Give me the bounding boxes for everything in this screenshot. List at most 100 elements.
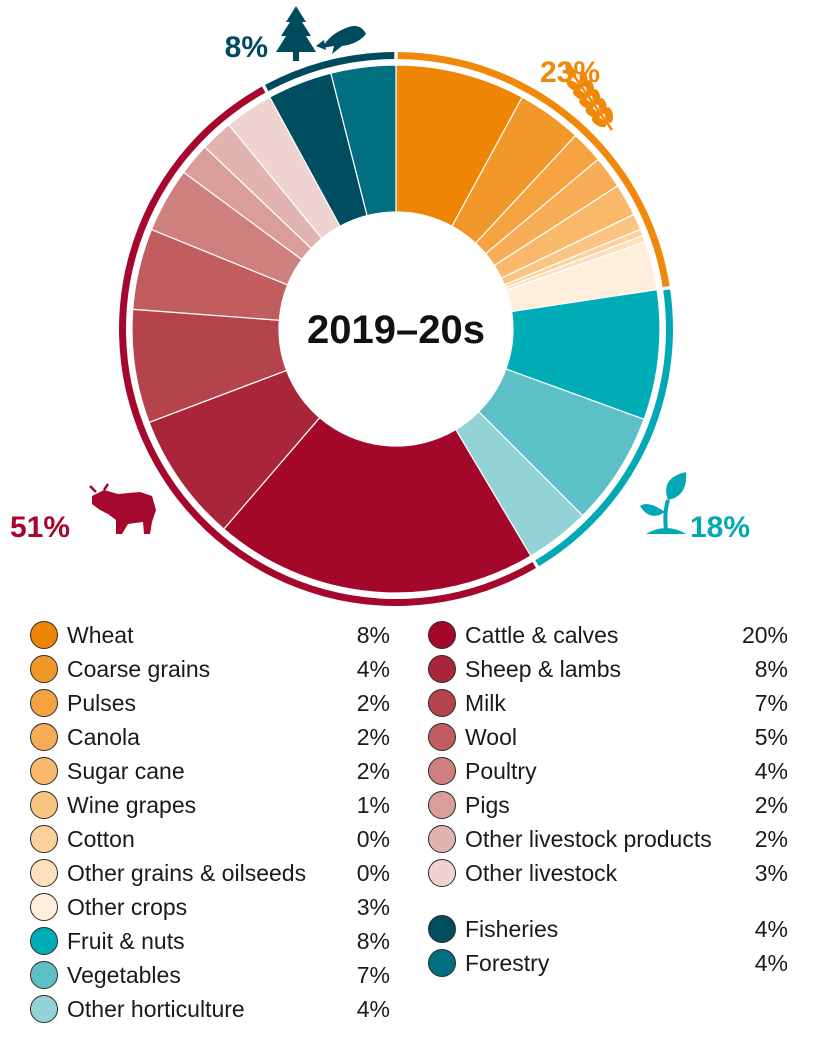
legend-label: Pulses xyxy=(67,689,137,716)
legend-row-cattle-calves: Cattle & calves 20% xyxy=(428,618,788,652)
seedling-icon xyxy=(640,472,687,534)
legend-value: 4% xyxy=(754,915,788,942)
group-label-3: 8% xyxy=(225,31,268,64)
legend-swatch xyxy=(428,655,456,683)
legend-row-fruit-nuts: Fruit & nuts 8% xyxy=(30,924,390,958)
legend-label: Wine grapes xyxy=(67,791,197,818)
legend-value: 2% xyxy=(754,791,788,818)
legend-row-other-livestock-products: Other livestock products 2% xyxy=(428,822,788,856)
legend-swatch xyxy=(30,961,58,989)
legend-label: Wool xyxy=(465,723,517,750)
legend-row-sheep-lambs: Sheep & lambs 8% xyxy=(428,652,788,686)
legend-swatch xyxy=(30,927,58,955)
legend-row-other-livestock: Other livestock 3% xyxy=(428,856,788,890)
slice-cattle-calves xyxy=(222,416,532,594)
legend-label: Other livestock xyxy=(465,859,618,886)
legend-swatch xyxy=(428,621,456,649)
legend-value: 7% xyxy=(356,961,390,988)
legend-value: 2% xyxy=(356,689,390,716)
legend-swatch xyxy=(428,723,456,751)
legend-value: 8% xyxy=(356,927,390,954)
legend-label: Vegetables xyxy=(67,961,181,988)
group-label-1: 18% xyxy=(690,511,750,544)
legend-value: 2% xyxy=(356,723,390,750)
legend-swatch xyxy=(30,689,58,717)
legend-swatch xyxy=(428,689,456,717)
legend-swatch xyxy=(428,757,456,785)
legend-swatch xyxy=(30,757,58,785)
legend-row-wool: Wool 5% xyxy=(428,720,788,754)
legend-value: 4% xyxy=(754,949,788,976)
legend-swatch xyxy=(30,655,58,683)
tree-and-fish-icon xyxy=(276,6,366,61)
legend-label: Forestry xyxy=(465,949,550,976)
legend-label: Other grains & oilseeds xyxy=(67,859,307,886)
legend-value: 0% xyxy=(356,825,390,852)
legend-swatch xyxy=(30,791,58,819)
legend-value: 3% xyxy=(356,893,390,920)
legend-label: Other crops xyxy=(67,893,188,920)
bull-icon xyxy=(89,483,156,534)
slice-forestry xyxy=(330,64,397,217)
legend-value: 0% xyxy=(356,859,390,886)
legend-label: Pigs xyxy=(465,791,510,818)
group-ring-1 xyxy=(535,289,673,567)
legend-label: Wheat xyxy=(67,621,134,648)
legend-row-pulses: Pulses 2% xyxy=(30,686,390,720)
legend-label: Other livestock products xyxy=(465,825,712,852)
legend-value: 2% xyxy=(754,825,788,852)
legend-row-canola: Canola 2% xyxy=(30,720,390,754)
legend-label: Milk xyxy=(465,689,506,716)
legend-value: 2% xyxy=(356,757,390,784)
legend-swatch xyxy=(428,825,456,853)
legend-swatch xyxy=(30,825,58,853)
legend-row-poultry: Poultry 4% xyxy=(428,754,788,788)
legend-label: Sugar cane xyxy=(67,757,185,784)
legend-row-coarse-grains: Coarse grains 4% xyxy=(30,652,390,686)
legend-value: 5% xyxy=(754,723,788,750)
legend-row-wheat: Wheat 8% xyxy=(30,618,390,652)
legend-swatch xyxy=(30,723,58,751)
chart-title: 2019–20s xyxy=(307,308,485,352)
legend-row-pigs: Pigs 2% xyxy=(428,788,788,822)
legend-value: 3% xyxy=(754,859,788,886)
legend-value: 7% xyxy=(754,689,788,716)
legend-row-sugar-cane: Sugar cane 2% xyxy=(30,754,390,788)
legend-value: 20% xyxy=(741,621,788,648)
legend-value: 8% xyxy=(356,621,390,648)
legend-label: Cattle & calves xyxy=(465,621,619,648)
legend-row-other-crops: Other crops 3% xyxy=(30,890,390,924)
legend-swatch xyxy=(30,995,58,1023)
legend-swatch xyxy=(428,791,456,819)
legend-swatch xyxy=(30,621,58,649)
legend-row-vegetables: Vegetables 7% xyxy=(30,958,390,992)
legend-row-fisheries: Fisheries 4% xyxy=(428,912,788,946)
legend-label: Canola xyxy=(67,723,140,750)
legend-label: Coarse grains xyxy=(67,655,211,682)
legend-row-milk: Milk 7% xyxy=(428,686,788,720)
legend-row-other-grains-oilseeds: Other grains & oilseeds 0% xyxy=(30,856,390,890)
legend-swatch xyxy=(428,949,456,977)
legend-label: Fisheries xyxy=(465,915,559,942)
legend-label: Other horticulture xyxy=(67,995,245,1022)
legend-row-cotton: Cotton 0% xyxy=(30,822,390,856)
legend-row-forestry: Forestry 4% xyxy=(428,946,788,980)
group-ring-0 xyxy=(397,52,670,288)
legend-value: 1% xyxy=(356,791,390,818)
donut-chart: 2019–20s23%18%51%8% xyxy=(10,6,750,607)
wheat-icon xyxy=(565,64,614,131)
legend-value: 4% xyxy=(754,757,788,784)
legend-value: 4% xyxy=(356,995,390,1022)
legend-label: Fruit & nuts xyxy=(67,927,185,954)
legend-label: Sheep & lambs xyxy=(465,655,621,682)
legend-swatch xyxy=(428,859,456,887)
legend-row-other-horticulture: Other horticulture 4% xyxy=(30,992,390,1026)
legend-right-column: Cattle & calves 20% Sheep & lambs 8% Milk 7% W… xyxy=(428,618,788,980)
legend-swatch xyxy=(30,893,58,921)
legend-label: Cotton xyxy=(67,825,135,852)
group-ring-3 xyxy=(265,52,395,92)
legend-row-wine-grapes: Wine grapes 1% xyxy=(30,788,390,822)
donut-svg: 2019–20s23%18%51%8% xyxy=(10,6,750,607)
legend-value: 4% xyxy=(356,655,390,682)
legend-swatch xyxy=(30,859,58,887)
